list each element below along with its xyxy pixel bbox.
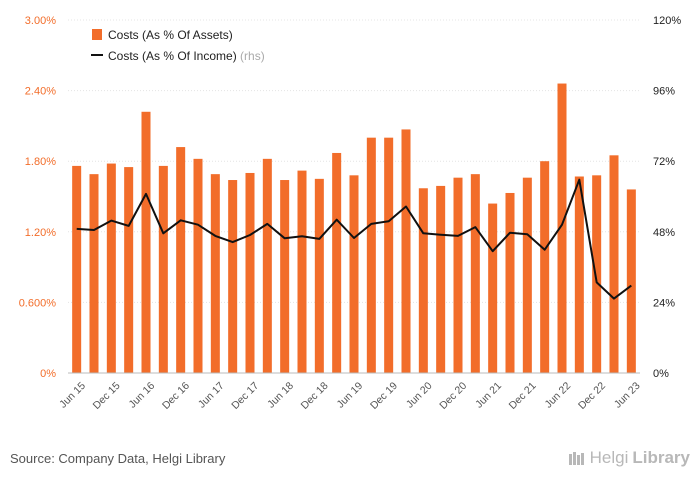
bar (436, 185, 446, 373)
x-tick-label: Jun 15 (57, 380, 88, 411)
y-left-tick-label: 3.00% (25, 15, 56, 27)
bar (314, 178, 324, 373)
bar (297, 170, 307, 373)
y-right-tick-label: 72% (653, 156, 675, 168)
legend-label-line: Costs (As % Of Income) (rhs) (108, 49, 265, 63)
source-note: Source: Company Data, Helgi Library (10, 451, 226, 466)
y-axis-left: 0% 0.600% 1.20% 1.80% 2.40% 3.00% (19, 15, 57, 380)
bar (124, 167, 134, 373)
bar (332, 152, 342, 373)
bar (72, 165, 82, 373)
y-right-tick-label: 48% (653, 227, 675, 239)
bar (349, 175, 359, 373)
bar (418, 188, 428, 373)
bar (470, 174, 480, 373)
x-tick-label: Dec 18 (299, 380, 331, 412)
x-tick-label: Jun 16 (127, 380, 158, 411)
y-left-tick-label: 0.600% (19, 297, 57, 309)
bar (574, 176, 584, 373)
brand-name-helgi: Helgi (589, 448, 629, 467)
y-right-tick-label: 96% (653, 86, 675, 98)
bar (210, 174, 220, 373)
bar-series-costs-assets (72, 83, 636, 373)
bar (609, 155, 619, 373)
y-left-tick-label: 0% (40, 368, 56, 380)
brand-name-library: Library (632, 448, 690, 467)
bar (522, 177, 532, 373)
x-tick-label: Jun 21 (473, 380, 504, 411)
bar (401, 129, 411, 373)
x-tick-label: Jun 20 (404, 380, 435, 411)
series-line (76, 178, 632, 300)
legend-swatch-bar (92, 29, 102, 40)
x-tick-label: Dec 19 (368, 380, 400, 412)
brand-logo: Helgi Library (568, 448, 690, 468)
x-tick-label: Jun 23 (612, 380, 643, 411)
bar (453, 177, 463, 373)
x-tick-label: Dec 16 (160, 380, 192, 412)
bar (384, 137, 394, 373)
line-series-costs-income (76, 178, 632, 300)
bar (141, 111, 151, 373)
x-tick-label: Jun 17 (196, 380, 227, 411)
bar (158, 165, 168, 373)
x-tick-label: Dec 15 (91, 380, 123, 412)
legend-label-bar: Costs (As % Of Assets) (108, 28, 233, 42)
bar (228, 180, 238, 373)
x-tick-label: Dec 22 (576, 380, 608, 412)
bar (626, 189, 636, 373)
y-left-tick-label: 2.40% (25, 86, 56, 98)
bar (262, 158, 272, 373)
y-axis-right: 0% 24% 48% 72% 96% 120% (653, 15, 681, 380)
x-tick-label: Dec 20 (437, 380, 469, 412)
bar (193, 158, 203, 373)
library-icon (568, 452, 584, 465)
x-tick-label: Jun 19 (335, 380, 366, 411)
bar (540, 161, 550, 373)
bar (592, 175, 602, 373)
bar (176, 147, 186, 373)
bar (106, 163, 116, 373)
y-left-tick-label: 1.20% (25, 227, 56, 239)
x-axis: Jun 15 Dec 15 Jun 16 Dec 16 Jun 17 Dec 17 Jun … (57, 372, 643, 412)
bar (488, 203, 498, 373)
x-tick-label: Dec 17 (229, 380, 261, 412)
x-tick-label: Dec 21 (507, 380, 539, 412)
x-tick-label: Jun 22 (543, 380, 574, 411)
legend: Costs (As % Of Assets) Costs (As % Of In… (91, 28, 265, 63)
bar (366, 137, 376, 373)
bar (245, 172, 255, 373)
y-right-tick-label: 24% (653, 297, 675, 309)
y-right-tick-label: 0% (653, 368, 669, 380)
bar (280, 180, 290, 373)
x-tick-label: Jun 18 (265, 380, 296, 411)
bar (89, 174, 99, 373)
y-right-tick-label: 120% (653, 15, 681, 27)
bar (557, 83, 567, 373)
bar (505, 192, 515, 373)
y-left-tick-label: 1.80% (25, 156, 56, 168)
